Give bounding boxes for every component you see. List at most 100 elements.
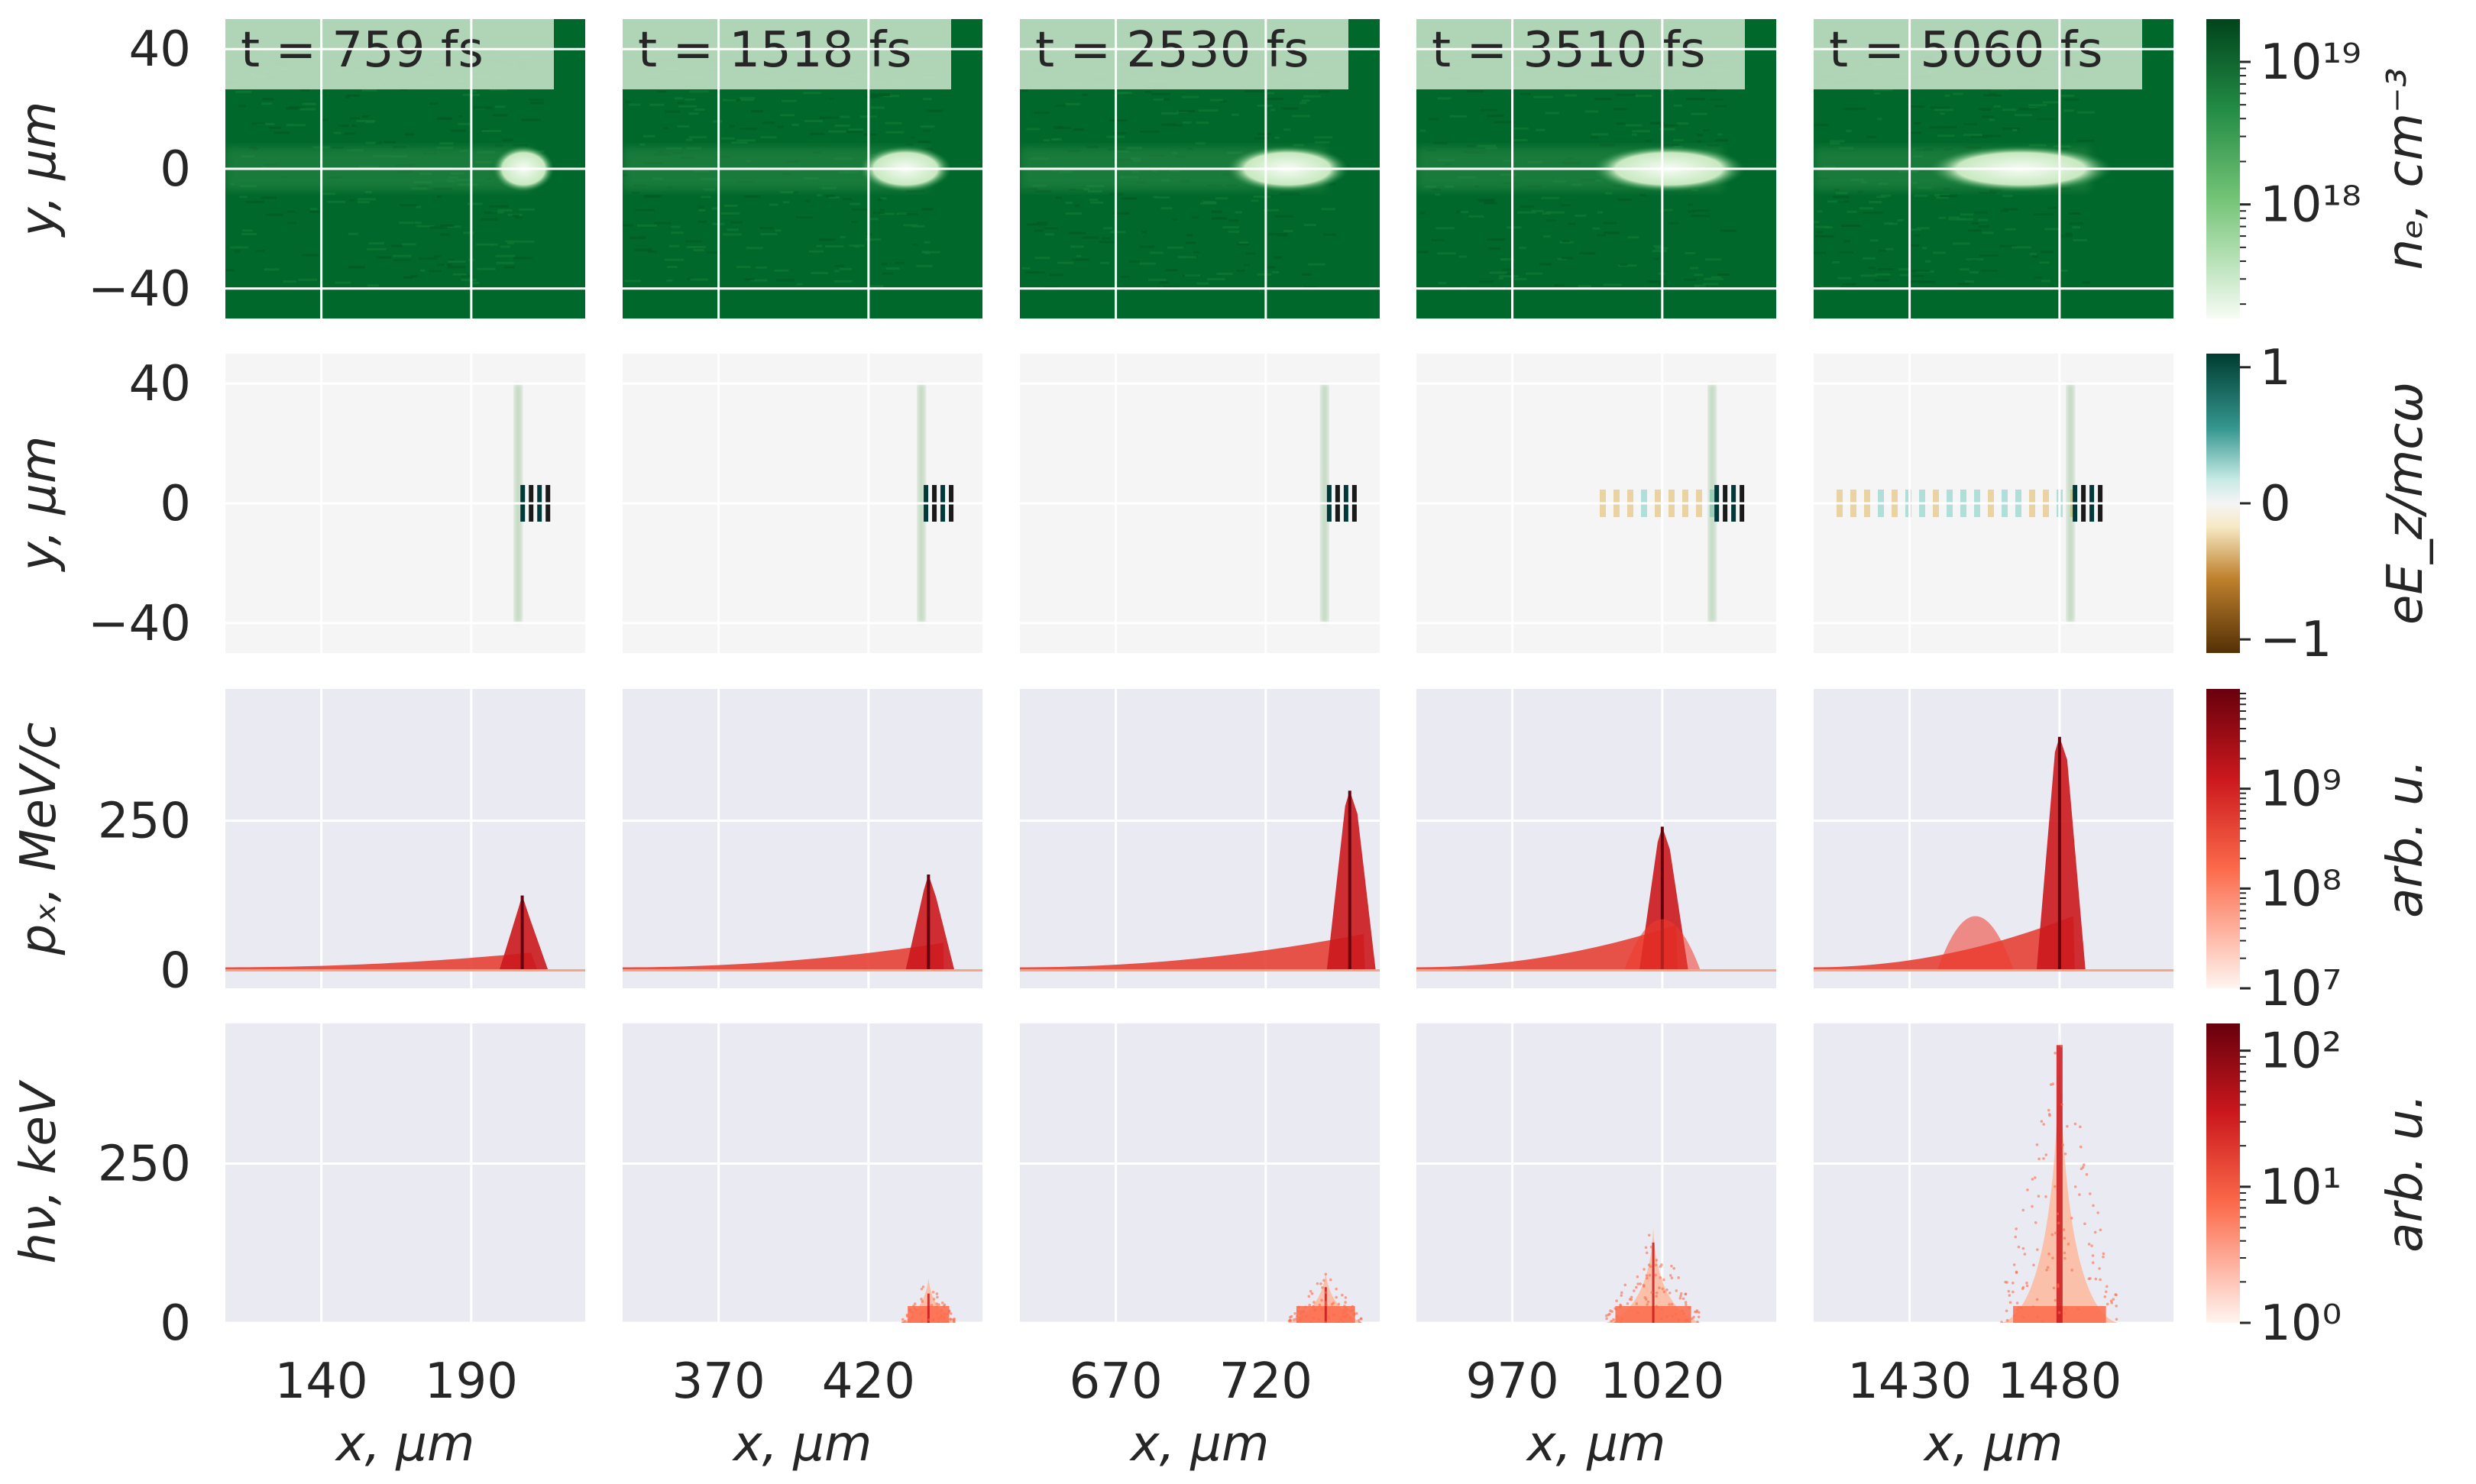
photon-scatter-point: [1344, 1296, 1348, 1299]
density-texture: [265, 213, 284, 216]
photon-scatter-point: [2091, 1254, 2095, 1257]
density-texture: [1027, 223, 1047, 226]
density-texture: [1539, 263, 1552, 266]
electron-secondary-bunch: [1937, 916, 2014, 971]
density-texture: [1884, 222, 1893, 225]
density-texture: [287, 221, 296, 225]
photon-scatter-point: [1643, 1285, 1646, 1288]
density-texture: [1979, 192, 1996, 195]
photon-scatter-point: [2051, 1256, 2054, 1259]
density-texture: [678, 105, 697, 108]
panel-r1-c3: [1416, 354, 1776, 653]
density-texture: [368, 242, 384, 245]
density-texture: [1958, 283, 1971, 286]
panel-r2-c2: [1020, 689, 1380, 988]
photon-scatter-point: [930, 1304, 934, 1307]
density-texture: [2029, 253, 2037, 256]
colorbar-tick-label: 1: [2260, 340, 2291, 396]
density-texture: [2072, 226, 2081, 229]
photon-scatter-point: [1648, 1273, 1652, 1277]
photon-scatter-point: [1615, 1299, 1618, 1303]
photon-scatter-point: [1609, 1309, 1612, 1312]
phase-background: [225, 1023, 585, 1323]
density-texture: [1160, 207, 1173, 210]
density-texture: [1489, 271, 1507, 274]
density-texture: [1274, 136, 1280, 139]
density-texture: [1846, 210, 1857, 213]
density-texture: [1254, 137, 1269, 140]
density-texture: [1696, 140, 1702, 143]
density-texture: [879, 209, 885, 212]
density-texture: [448, 266, 466, 269]
photon-scatter-point: [2005, 1309, 2008, 1313]
density-texture: [711, 207, 718, 210]
density-texture: [905, 143, 914, 146]
photon-scatter-point: [1645, 1251, 1649, 1255]
photon-scatter-point: [1661, 1287, 1665, 1291]
density-texture: [1618, 264, 1637, 267]
density-texture: [688, 112, 699, 115]
density-texture: [1266, 266, 1276, 269]
photon-scatter-point: [2103, 1295, 2107, 1298]
photon-scatter-point: [1668, 1274, 1672, 1277]
density-texture: [496, 261, 514, 264]
density-texture: [1948, 216, 1960, 219]
gridlines: [1814, 354, 2173, 653]
photon-scatter-point: [2105, 1302, 2109, 1306]
colorbar-tick-label: 10⁸: [2260, 861, 2342, 917]
density-texture: [1814, 234, 1834, 238]
electron-tail: [623, 942, 944, 971]
photon-scatter-point: [927, 1318, 931, 1321]
colorbar-field: 1 0 −1 eE_z/mcω: [2206, 340, 2434, 668]
electron-tail: [1020, 933, 1365, 971]
density-texture: [1517, 211, 1536, 214]
density-texture: [1499, 275, 1519, 278]
x-tick-label: 720: [1219, 1353, 1312, 1410]
photon-scatter-point: [1677, 1318, 1681, 1322]
density-texture: [1645, 140, 1652, 143]
density-texture: [723, 204, 738, 207]
colorbar-photons: 10² 10¹ 10⁰ arb. u.: [2206, 1023, 2434, 1352]
density-texture: [1916, 227, 1931, 230]
photon-scatter-point: [909, 1310, 913, 1314]
density-texture: [239, 196, 248, 199]
density-texture: [1533, 95, 1553, 99]
photon-scatter-point: [1293, 1311, 1296, 1315]
colorbar-gradient: [2206, 354, 2240, 653]
time-label-box: [1416, 19, 1745, 89]
density-texture: [1842, 283, 1856, 286]
density-texture: [229, 246, 248, 249]
photon-scatter-point: [2044, 1195, 2047, 1198]
density-texture: [1683, 278, 1697, 281]
density-texture: [671, 231, 684, 234]
density-texture: [1065, 202, 1073, 205]
photon-scatter-point: [1299, 1318, 1302, 1322]
density-texture: [1103, 227, 1113, 230]
spectrum-content: [901, 1278, 956, 1323]
density-texture: [1458, 255, 1467, 258]
photon-scatter-point: [1329, 1278, 1332, 1282]
density-texture: [1912, 274, 1924, 277]
density-texture: [1054, 104, 1066, 107]
density-texture: [1590, 136, 1598, 139]
panel-content: [225, 1023, 585, 1323]
photon-scatter-point: [2034, 1221, 2037, 1224]
photon-scatter-point: [1610, 1319, 1613, 1323]
density-texture: [782, 201, 790, 204]
photon-scatter-point: [1693, 1310, 1697, 1314]
density-texture: [299, 89, 311, 92]
density-texture: [885, 121, 902, 124]
density-texture: [1314, 136, 1333, 139]
density-texture: [286, 210, 296, 213]
density-texture: [1889, 222, 1898, 225]
density-texture: [375, 141, 383, 144]
density-texture: [1112, 212, 1130, 215]
density-texture: [2044, 228, 2060, 231]
density-texture: [1153, 98, 1164, 101]
photon-scatter-point: [1288, 1315, 1292, 1319]
photon-scatter-point: [1650, 1291, 1653, 1295]
phase-background: [623, 1023, 982, 1323]
x-axis-label: x, μm: [335, 1416, 475, 1473]
photon-scatter-point: [1309, 1321, 1312, 1323]
density-texture: [255, 250, 265, 253]
